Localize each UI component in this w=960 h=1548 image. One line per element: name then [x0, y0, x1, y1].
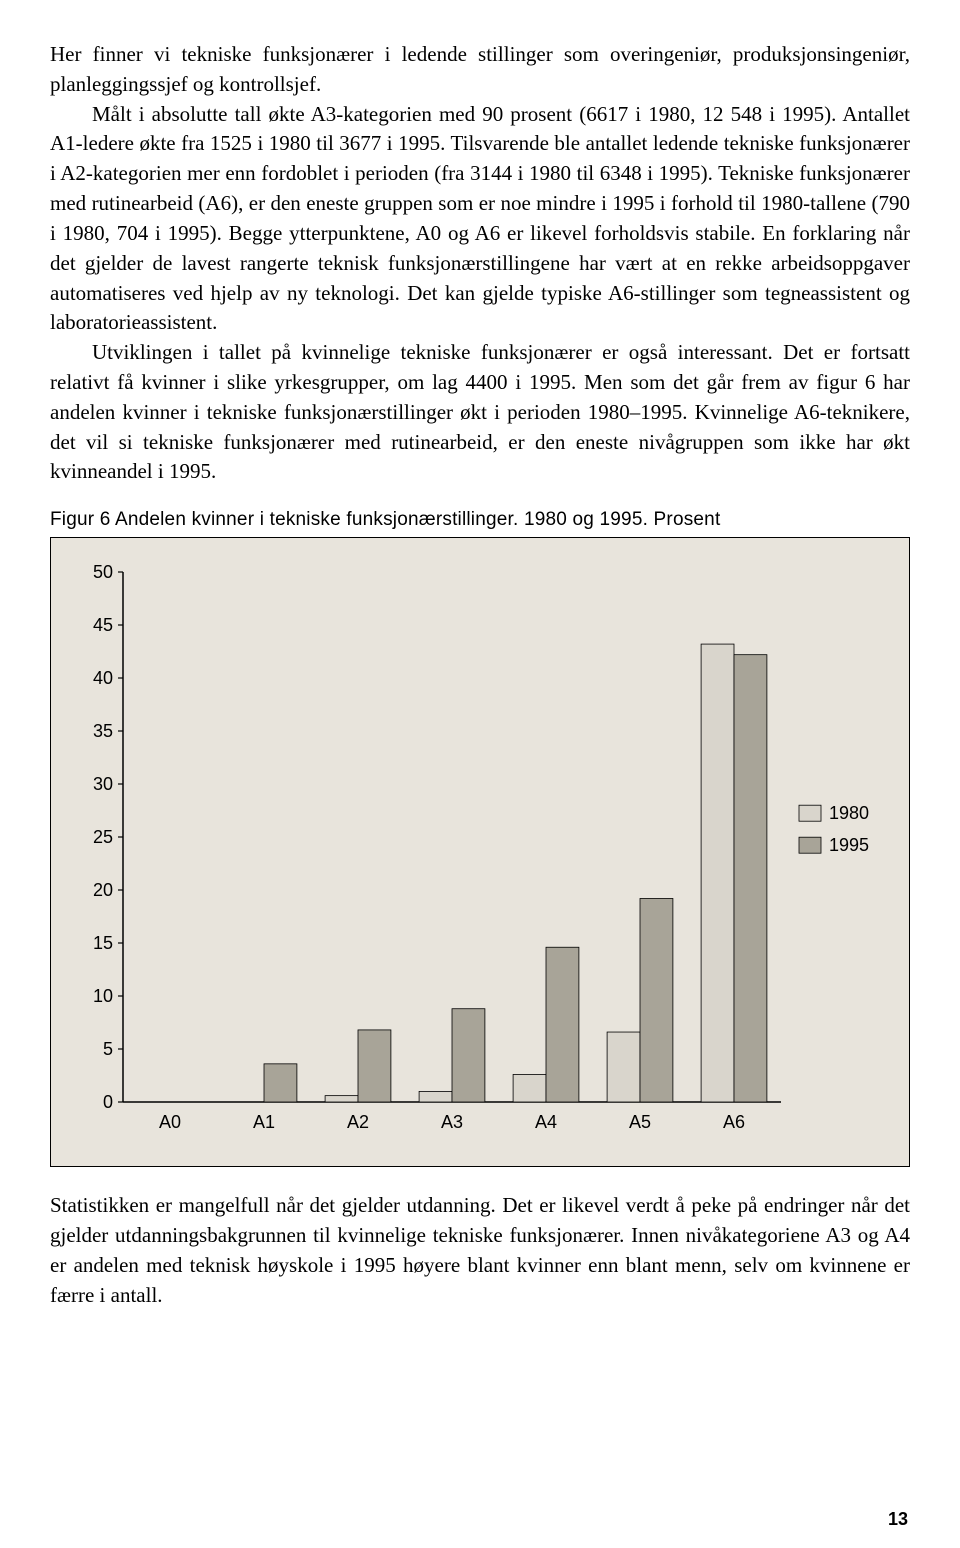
svg-text:A1: A1: [253, 1112, 275, 1132]
svg-text:30: 30: [93, 774, 113, 794]
page-number: 13: [888, 1509, 908, 1530]
paragraph-1: Her finner vi tekniske funksjonærer i le…: [50, 40, 910, 100]
footer-paragraph: Statistikken er mangelfull når det gjeld…: [50, 1191, 910, 1310]
svg-text:15: 15: [93, 933, 113, 953]
svg-text:A4: A4: [535, 1112, 557, 1132]
svg-text:10: 10: [93, 986, 113, 1006]
svg-text:25: 25: [93, 827, 113, 847]
svg-text:40: 40: [93, 668, 113, 688]
paragraph-3: Utviklingen i tallet på kvinnelige tekni…: [50, 338, 910, 487]
svg-text:50: 50: [93, 562, 113, 582]
svg-text:5: 5: [103, 1039, 113, 1059]
svg-text:1980: 1980: [829, 803, 869, 823]
svg-text:20: 20: [93, 880, 113, 900]
paragraph-2: Målt i absolutte tall økte A3-kategorien…: [50, 100, 910, 339]
svg-text:A3: A3: [441, 1112, 463, 1132]
svg-text:45: 45: [93, 615, 113, 635]
svg-text:A6: A6: [723, 1112, 745, 1132]
svg-text:A2: A2: [347, 1112, 369, 1132]
chart-container: 0 5 10 15 20 25 30 35 40 45 50 A0 A1 A2 A3 A4 A5 A6 1980 19…: [50, 537, 910, 1167]
svg-text:1995: 1995: [829, 835, 869, 855]
svg-text:0: 0: [103, 1092, 113, 1112]
svg-text:A0: A0: [159, 1112, 181, 1132]
svg-text:A5: A5: [629, 1112, 651, 1132]
body-text-block: Her finner vi tekniske funksjonærer i le…: [50, 40, 910, 487]
svg-text:35: 35: [93, 721, 113, 741]
bar-chart: 0 5 10 15 20 25 30 35 40 45 50 A0 A1 A2 A3 A4 A5 A6 1980 19…: [71, 562, 891, 1150]
figure-caption: Figur 6 Andelen kvinner i tekniske funks…: [50, 509, 910, 531]
